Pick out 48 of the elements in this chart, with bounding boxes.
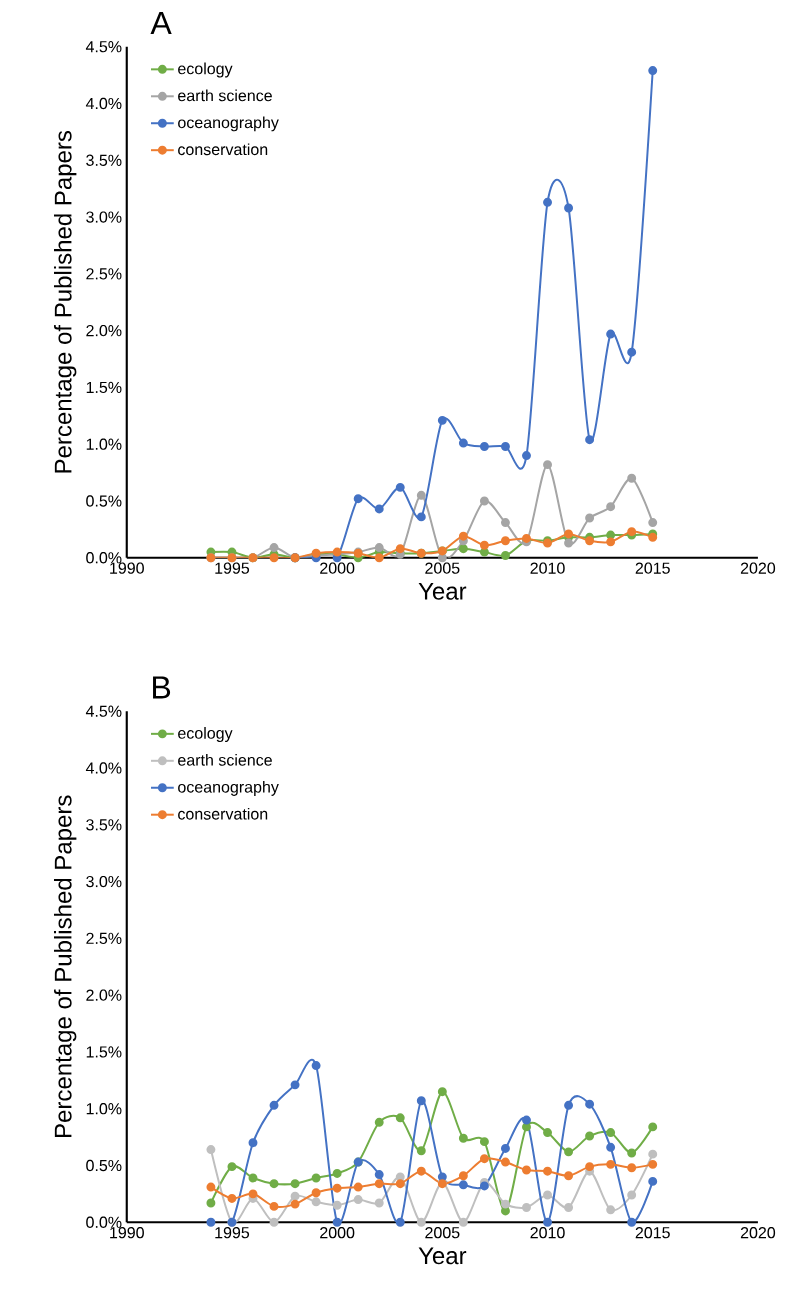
legend-label: oceanography	[178, 116, 279, 132]
x-tick-label: 2010	[530, 562, 565, 574]
y-tick-label: 1.0%	[86, 1103, 122, 1115]
x-tick-label: 2015	[635, 562, 670, 574]
legend-label: ecology	[178, 727, 233, 742]
y-tick-label: 3.5%	[86, 154, 122, 166]
y-axis-title: Percentage of Published Papers	[54, 795, 77, 1138]
x-tick-label: 2005	[425, 562, 460, 574]
x-tick-label: 1995	[215, 562, 250, 574]
x-axis-title: Year	[418, 582, 467, 600]
y-tick-label: 1.0%	[86, 438, 122, 450]
chart-title: B	[153, 676, 171, 699]
legend-label: earth science	[178, 754, 272, 766]
x-tick-label: 2015	[635, 1227, 670, 1239]
y-tick-label: 1.5%	[86, 381, 122, 394]
legend-label: ecology	[178, 62, 233, 78]
y-tick-label: 4.0%	[85, 97, 122, 110]
y-tick-label: 3.0%	[86, 875, 122, 888]
x-axis-title: Year	[418, 1247, 467, 1265]
y-tick-label: 2.0%	[86, 989, 122, 1001]
y-axis-title: Percentage of Published Papers	[54, 130, 77, 473]
x-tick-label: 2020	[740, 1227, 776, 1239]
y-tick-label: 0.5%	[86, 495, 122, 507]
y-tick-label: 4.5%	[85, 41, 122, 53]
y-tick-label: 0.0%	[86, 1216, 122, 1228]
x-tick-label: 2010	[530, 1227, 565, 1239]
x-tick-label: 2005	[425, 1227, 460, 1239]
y-tick-label: 3.0%	[86, 211, 122, 223]
x-tick-label: 1990	[110, 562, 144, 574]
y-tick-label: 1.5%	[86, 1046, 122, 1058]
y-tick-label: 4.5%	[85, 705, 122, 717]
y-tick-label: 2.5%	[86, 932, 122, 945]
legend-label: conservation	[178, 143, 268, 156]
legend-label: earth science	[178, 89, 272, 102]
x-tick-label: 1995	[215, 1227, 250, 1239]
legend-label: oceanography	[178, 780, 279, 796]
x-tick-label: 1990	[110, 1227, 144, 1239]
y-tick-label: 2.5%	[86, 268, 122, 280]
legend-label: conservation	[178, 807, 268, 820]
x-tick-label: 2000	[320, 562, 355, 574]
x-tick-label: 2000	[320, 1227, 355, 1239]
y-tick-label: 4.0%	[85, 762, 122, 774]
chart-title: A	[150, 11, 172, 34]
y-tick-label: 3.5%	[86, 819, 122, 831]
y-tick-label: 0.0%	[86, 552, 122, 564]
y-tick-label: 2.0%	[86, 324, 122, 337]
y-tick-label: 0.5%	[86, 1159, 122, 1172]
x-tick-label: 2020	[740, 562, 776, 574]
